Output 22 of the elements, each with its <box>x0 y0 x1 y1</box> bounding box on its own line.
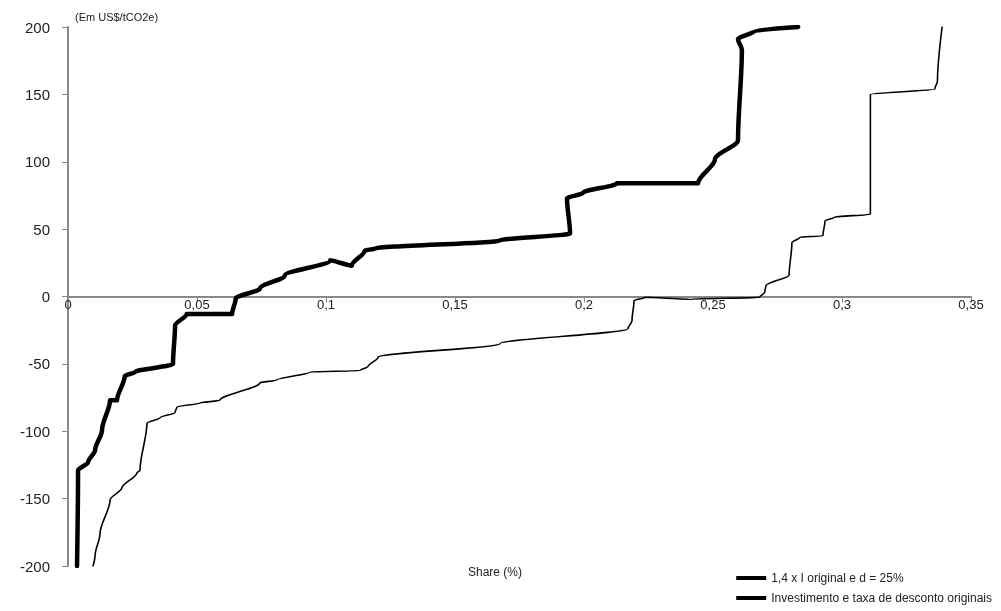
legend-label: Investimento e taxa de desconto originais <box>771 591 993 605</box>
y-tick-label: 200 <box>24 18 50 36</box>
y-tick-label: -150 <box>19 490 50 508</box>
y-tick-label: 100 <box>24 153 50 171</box>
y-axis-title: (Em US$/tCO2e) <box>75 10 159 23</box>
x-tick-label: 0,2 <box>574 296 594 312</box>
x-tick-label: 0,15 <box>442 296 468 312</box>
x-tick-label: 0,35 <box>958 296 984 312</box>
x-tick-label: 0,1 <box>316 296 336 312</box>
y-tick-label: -200 <box>19 557 50 575</box>
x-tick-label: 0 <box>64 296 72 312</box>
line-series <box>74 24 801 569</box>
x-tick-label: 0,05 <box>184 296 210 312</box>
y-tick-label: 50 <box>33 220 50 238</box>
x-tick-label: 0,25 <box>700 296 726 312</box>
y-tick-label: -50 <box>28 355 50 373</box>
x-tick-label: 0,3 <box>832 296 852 312</box>
line-series <box>92 26 943 567</box>
x-axis-title: Share (%) <box>467 565 523 579</box>
legend-label: 1,4 x I original e d = 25% <box>771 571 904 585</box>
y-tick-label: -100 <box>19 422 50 440</box>
y-tick-label: 150 <box>24 85 50 103</box>
